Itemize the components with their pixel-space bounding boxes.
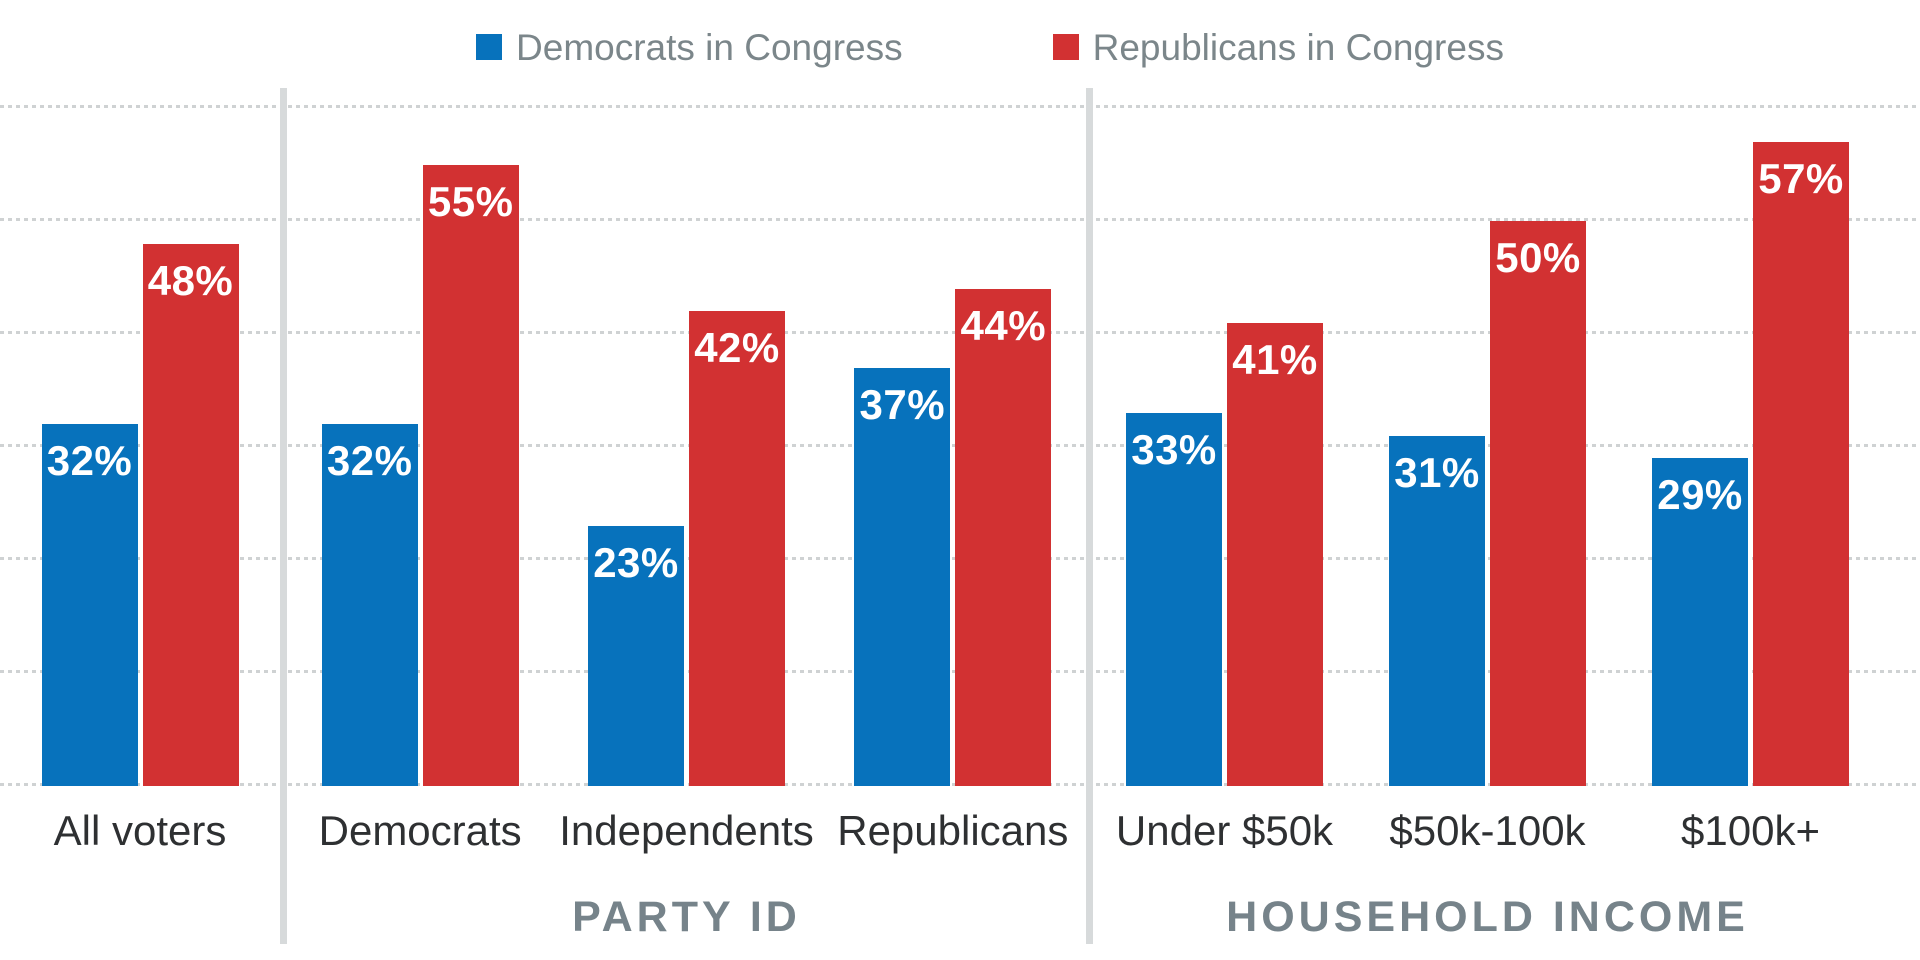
democrat-bar-value-label: 33%	[1131, 426, 1217, 474]
democrat-color-swatch-icon	[476, 34, 503, 60]
republican-bar: 42%	[688, 311, 785, 786]
gridline	[0, 105, 1920, 108]
democrat-bar: 33%	[1126, 413, 1222, 786]
chart-legend: Democrats in Congress Republicans in Con…	[0, 0, 1920, 88]
bar-group: 37% 44%	[820, 288, 1086, 786]
category-label: $50k-100k	[1389, 807, 1586, 854]
democrat-bar: 23%	[587, 526, 684, 786]
chart-sections: 32% 48% All voters 32% 55% 23% 42%	[0, 88, 1920, 944]
democrat-bar: 32%	[41, 424, 138, 786]
bar-pair: 29% 57%	[1652, 141, 1849, 786]
republican-bar-value-label: 48%	[147, 256, 234, 304]
republican-bar-value-label: 57%	[1758, 154, 1844, 202]
bar-group: 32% 48%	[0, 243, 280, 786]
legend-label-democrats: Democrats in Congress	[516, 26, 903, 68]
democrat-bar-value-label: 23%	[593, 539, 679, 587]
democrat-bar: 37%	[854, 367, 951, 786]
bar-group: 32% 55%	[287, 164, 553, 786]
section-title: HOUSEHOLD INCOME	[1226, 893, 1749, 942]
bar-groups-row: 32% 55% 23% 42% 37% 44%	[287, 88, 1086, 786]
legend-label-republicans: Republicans in Congress	[1092, 26, 1504, 68]
bar-group: 23% 42%	[553, 311, 819, 786]
category-label: Under $50k	[1115, 807, 1334, 854]
category-label: Republicans	[837, 807, 1069, 854]
republican-bar-value-label: 50%	[1495, 234, 1581, 281]
category-label: $100k+	[1681, 807, 1820, 854]
republican-bar-value-label: 41%	[1232, 335, 1318, 383]
democrat-bar-value-label: 32%	[326, 437, 413, 485]
republican-bar: 41%	[1227, 322, 1323, 786]
bar-pair: 32% 48%	[41, 243, 239, 786]
chart-section: 33% 41% 31% 50% 29% 57% Under $50k $5	[1093, 88, 1920, 944]
bar-group: 33% 41%	[1093, 322, 1356, 786]
bar-group: 29% 57%	[1619, 141, 1882, 786]
category-label: Democrats	[318, 807, 522, 854]
bar-pair: 32% 55%	[321, 164, 519, 786]
bar-pair: 23% 42%	[587, 311, 785, 786]
chart-area: 32% 48% All voters 32% 55% 23% 42%	[0, 88, 1920, 944]
legend-item-democrats: Democrats in Congress	[476, 29, 903, 66]
democrat-bar: 29%	[1652, 458, 1748, 786]
democrat-bar: 31%	[1389, 435, 1485, 786]
bar-pair: 33% 41%	[1126, 322, 1323, 786]
section-title: PARTY ID	[572, 893, 801, 942]
bar-pair: 31% 50%	[1389, 221, 1586, 786]
republican-bar-value-label: 55%	[427, 177, 514, 225]
category-label: All voters	[53, 807, 227, 854]
bar-groups-row: 33% 41% 31% 50% 29% 57%	[1093, 88, 1882, 786]
bar-groups-row: 32% 48%	[0, 88, 280, 786]
democrat-bar: 32%	[321, 424, 418, 786]
bar-pair: 37% 44%	[854, 288, 1052, 786]
democrat-bar-value-label: 31%	[1394, 448, 1480, 496]
category-labels-row: Under $50k $50k-100k $100k+	[1093, 807, 1882, 854]
republican-color-swatch-icon	[1052, 34, 1079, 60]
gridline	[0, 218, 1920, 221]
democrat-bar-value-label: 32%	[46, 437, 133, 485]
bar-group: 31% 50%	[1356, 221, 1619, 786]
republican-bar: 44%	[955, 288, 1052, 786]
category-labels-row: All voters	[0, 807, 280, 854]
republican-bar: 55%	[422, 164, 519, 786]
category-label: Independents	[559, 807, 814, 854]
republican-bar-value-label: 44%	[960, 301, 1047, 349]
category-labels-row: Democrats Independents Republicans	[287, 807, 1086, 854]
democrat-bar-value-label: 37%	[859, 380, 946, 428]
republican-bar-value-label: 42%	[694, 324, 780, 372]
republican-bar: 48%	[142, 243, 239, 786]
republican-bar: 50%	[1490, 221, 1586, 786]
democrat-bar-value-label: 29%	[1657, 471, 1743, 519]
chart-section: 32% 48% All voters	[0, 88, 280, 944]
legend-item-republicans: Republicans in Congress	[1052, 26, 1504, 68]
republican-bar: 57%	[1753, 141, 1849, 786]
chart-section: 32% 55% 23% 42% 37% 44% Democrats Ind	[280, 88, 1093, 944]
